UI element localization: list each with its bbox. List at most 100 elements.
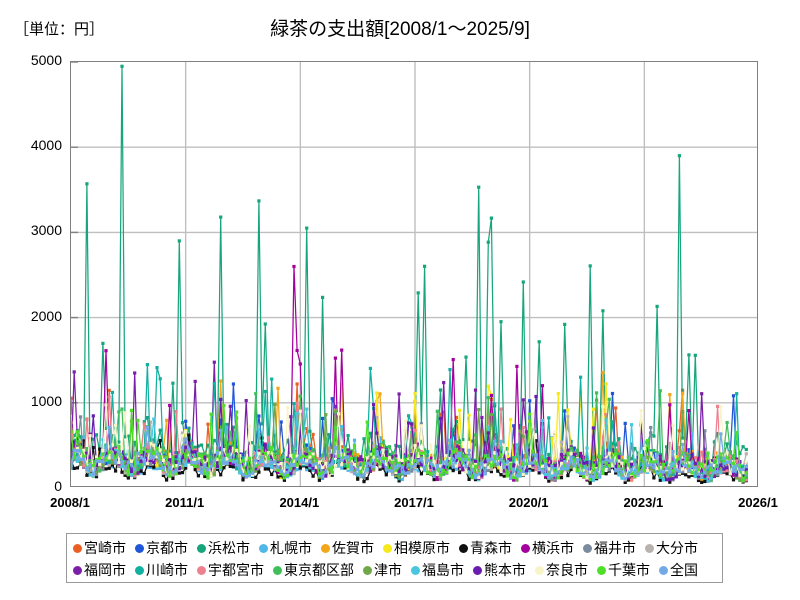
series-marker: [725, 460, 729, 464]
legend-item-津市[interactable]: 津市: [363, 563, 402, 577]
series-marker: [133, 473, 137, 477]
legend-item-京都市[interactable]: 京都市: [135, 541, 188, 555]
series-marker: [509, 457, 513, 461]
series-marker: [706, 460, 710, 464]
series-marker: [585, 466, 589, 470]
series-marker: [219, 379, 223, 383]
series-marker: [359, 466, 363, 470]
series-marker: [735, 440, 739, 444]
series-marker: [139, 471, 143, 475]
series-marker: [623, 467, 627, 471]
legend-item-宮崎市[interactable]: 宮崎市: [73, 541, 126, 555]
series-marker: [340, 452, 344, 456]
series-marker: [684, 473, 688, 477]
legend-item-浜松市[interactable]: 浜松市: [197, 541, 250, 555]
series-marker: [547, 462, 551, 466]
x-axis-tick-label: 2008/1: [50, 495, 90, 510]
legend-item-佐賀市[interactable]: 佐賀市: [321, 541, 374, 555]
legend-item-福井市[interactable]: 福井市: [583, 541, 636, 555]
series-marker: [286, 461, 290, 465]
series-marker: [505, 474, 509, 478]
series-marker: [82, 454, 86, 458]
series-marker: [295, 468, 299, 472]
series-marker: [193, 464, 197, 468]
series-marker: [187, 433, 191, 437]
series-marker: [133, 456, 137, 460]
series-marker: [378, 392, 382, 396]
legend-item-横浜市[interactable]: 横浜市: [521, 541, 574, 555]
legend-item-福岡市[interactable]: 福岡市: [73, 563, 126, 577]
series-marker: [101, 449, 105, 453]
series-marker: [649, 449, 653, 453]
series-marker: [716, 473, 720, 477]
series-marker: [438, 468, 443, 472]
series-marker: [117, 448, 121, 452]
legend-item-熊本市[interactable]: 熊本市: [473, 563, 526, 577]
legend-item-福島市[interactable]: 福島市: [411, 563, 464, 577]
series-marker: [738, 452, 742, 456]
legend-item-label: 佐賀市: [332, 540, 374, 556]
series-marker: [601, 446, 605, 450]
series-marker: [566, 456, 570, 460]
series-marker: [505, 458, 509, 462]
legend-item-全国[interactable]: 全国: [659, 563, 698, 577]
series-marker: [614, 443, 618, 447]
legend-item-大分市[interactable]: 大分市: [645, 541, 698, 555]
series-marker: [502, 469, 506, 473]
series-marker: [270, 377, 274, 381]
series-marker: [610, 391, 615, 396]
series-marker: [184, 440, 188, 444]
series-marker: [372, 403, 376, 407]
legend-item-label: 川崎市: [146, 562, 188, 578]
series-marker: [665, 472, 669, 476]
legend-item-札幌市[interactable]: 札幌市: [259, 541, 312, 555]
series-marker: [735, 476, 739, 480]
legend-item-宇都宮市[interactable]: 宇都宮市: [197, 563, 264, 577]
legend-item-青森市[interactable]: 青森市: [459, 541, 512, 555]
series-marker: [270, 472, 274, 477]
series-marker: [270, 460, 274, 464]
series-marker: [696, 478, 701, 483]
series-marker: [512, 475, 516, 480]
series-marker: [626, 466, 630, 470]
series-marker: [145, 426, 149, 430]
series-marker: [352, 454, 357, 458]
series-marker: [623, 421, 627, 425]
series-marker: [235, 445, 239, 449]
series-marker: [305, 407, 309, 411]
series-marker: [722, 465, 726, 469]
series-marker: [305, 468, 309, 472]
series-marker: [82, 464, 86, 468]
series-marker: [72, 466, 76, 470]
legend-item-奈良市[interactable]: 奈良市: [535, 563, 588, 577]
series-marker: [165, 473, 169, 477]
series-marker: [473, 459, 478, 464]
legend-item-川崎市[interactable]: 川崎市: [135, 563, 188, 577]
series-marker: [515, 464, 519, 468]
series-marker: [403, 468, 407, 472]
series-marker: [136, 461, 140, 465]
series-marker: [566, 451, 570, 455]
series-marker: [658, 473, 662, 478]
series-marker: [700, 450, 704, 454]
legend-item-東京都区部[interactable]: 東京都区部: [273, 563, 354, 577]
series-marker: [493, 451, 497, 455]
series-marker: [690, 449, 694, 454]
series-marker: [677, 446, 681, 450]
series-marker: [435, 470, 439, 474]
series-marker: [136, 464, 140, 468]
series-marker: [333, 356, 337, 360]
series-marker: [547, 467, 551, 471]
series-marker: [196, 459, 200, 463]
series-marker: [282, 472, 286, 476]
series-marker: [636, 469, 640, 473]
series-marker: [343, 456, 347, 460]
legend-item-相模原市[interactable]: 相模原市: [383, 541, 450, 555]
series-marker: [219, 397, 223, 401]
series-marker: [725, 469, 729, 473]
series-marker: [642, 456, 646, 460]
legend-item-千葉市[interactable]: 千葉市: [597, 563, 650, 577]
series-marker: [604, 413, 608, 417]
series-marker: [716, 404, 720, 408]
series-marker: [531, 463, 535, 467]
